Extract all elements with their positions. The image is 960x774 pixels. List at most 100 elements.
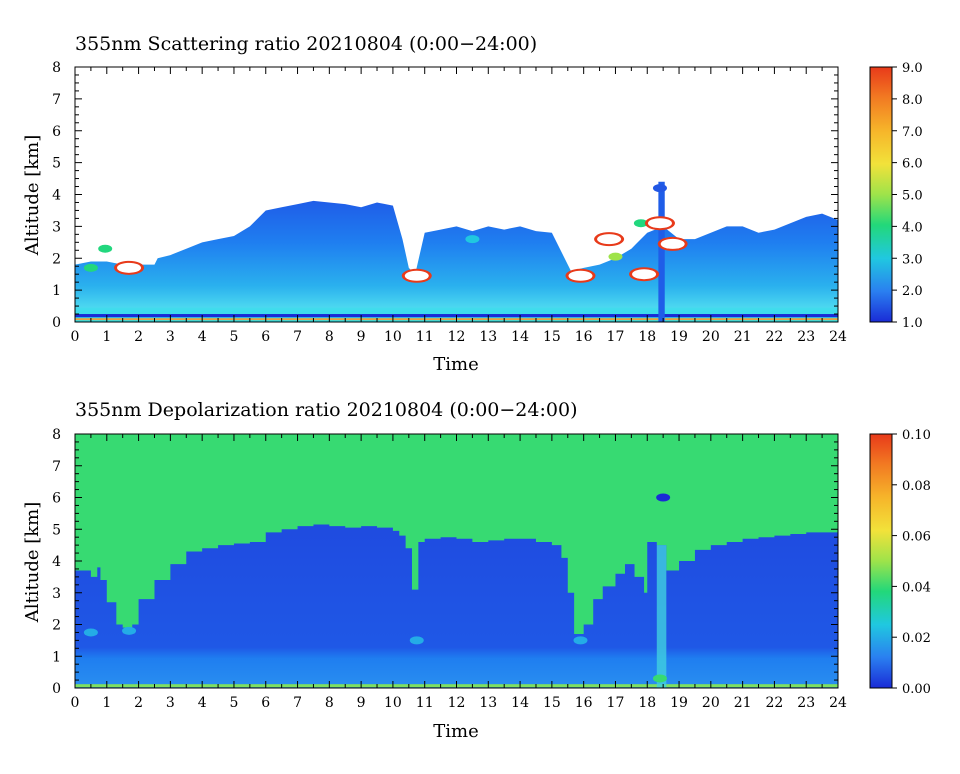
x-axis-ticks: 0 1 2 3 4 5 6 7 8 9 10 11 12 13 14 15 16 17 18 19 20 21 22 23 24	[71, 434, 847, 711]
y-axis-label: Altitude [km]	[22, 135, 43, 257]
x-tick-label: 10	[384, 329, 402, 345]
x-tick-label: 2	[134, 329, 143, 345]
x-tick-label: 12	[448, 695, 466, 711]
precipitation-streak	[658, 181, 665, 322]
y-tick-label: 4	[52, 554, 61, 570]
x-tick-label: 20	[702, 695, 720, 711]
colorbar-tick-label: 0.06	[902, 530, 931, 545]
y-tick-label: 0	[52, 315, 61, 331]
x-tick-label: 7	[293, 329, 302, 345]
colorbar-tick-label: 4.0	[902, 220, 923, 235]
y-tick-label: 7	[52, 92, 61, 108]
y-axis-label: Altitude [km]	[22, 502, 43, 624]
colorbar	[869, 66, 893, 323]
colorbar-ticks: 1.0 2.0 3.0 4.0 5.0 6.0 7.0 8.0 9.0	[892, 61, 923, 331]
x-tick-label: 0	[71, 695, 80, 711]
x-tick-label: 24	[829, 695, 847, 711]
x-tick-label: 0	[71, 329, 80, 345]
boundary-layer-band	[75, 307, 838, 315]
x-tick-label: 5	[229, 329, 238, 345]
y-tick-label: 2	[52, 251, 61, 267]
cloud-feature	[465, 235, 480, 244]
x-tick-label: 4	[198, 329, 207, 345]
x-tick-label: 4	[198, 695, 207, 711]
x-tick-label: 16	[575, 329, 593, 345]
x-tick-label: 13	[479, 695, 497, 711]
y-tick-label: 3	[52, 586, 61, 602]
colorbar-tick-label: 0.04	[902, 580, 931, 595]
chart-title: 355nm Depolarization ratio 20210804 (0:0…	[75, 399, 577, 421]
x-tick-label: 20	[702, 329, 720, 345]
x-tick-label: 11	[416, 695, 434, 711]
y-tick-label: 6	[52, 491, 61, 507]
x-tick-label: 3	[166, 695, 175, 711]
x-tick-label: 14	[511, 695, 529, 711]
y-tick-label: 6	[52, 124, 61, 140]
y-tick-label: 3	[52, 219, 61, 235]
cloud-feature	[573, 636, 588, 645]
colorbar-tick-label: 0.10	[902, 428, 931, 443]
scattering-ratio-plot	[75, 181, 838, 322]
colorbar-tick-label: 3.0	[902, 252, 923, 267]
cloud-feature	[83, 628, 98, 637]
chart-title: 355nm Scattering ratio 20210804 (0:00−24…	[75, 33, 537, 55]
cloud-feature-core	[647, 218, 672, 229]
colorbar-tick-label: 0.00	[902, 682, 931, 697]
depolarization-ratio-panel: 355nm Depolarization ratio 20210804 (0:0…	[22, 399, 931, 742]
x-tick-label: 6	[261, 695, 270, 711]
x-tick-label: 19	[670, 695, 688, 711]
y-tick-label: 5	[52, 156, 61, 172]
x-tick-label: 2	[134, 695, 143, 711]
x-axis-label: Time	[433, 721, 478, 742]
colorbar	[869, 433, 893, 689]
y-axis-ticks: 0 1 2 3 4 5 6 7 8	[52, 427, 838, 697]
x-tick-label: 15	[543, 695, 561, 711]
cloud-feature-core	[117, 262, 142, 273]
x-tick-label: 7	[293, 695, 302, 711]
x-tick-label: 17	[607, 695, 625, 711]
x-tick-label: 9	[357, 329, 366, 345]
y-tick-label: 1	[52, 649, 61, 665]
depolarization-ratio-plot	[75, 434, 838, 688]
x-tick-label: 10	[384, 695, 402, 711]
colorbar-tick-label: 7.0	[902, 125, 923, 140]
x-tick-label: 24	[829, 329, 847, 345]
x-tick-label: 21	[734, 695, 752, 711]
x-tick-label: 15	[543, 329, 561, 345]
cloud-feature	[652, 674, 667, 683]
x-tick-label: 18	[638, 329, 656, 345]
cloud-feature	[409, 636, 424, 645]
x-tick-label: 1	[102, 695, 111, 711]
x-tick-label: 1	[102, 329, 111, 345]
x-tick-label: 23	[797, 329, 815, 345]
cloud-feature-core	[568, 270, 593, 281]
colorbar-tick-label: 1.0	[902, 316, 923, 331]
y-axis-ticks: 0 1 2 3 4 5 6 7 8	[52, 60, 838, 331]
x-tick-label: 23	[797, 695, 815, 711]
colorbar-tick-label: 0.08	[902, 479, 931, 494]
x-tick-label: 17	[607, 329, 625, 345]
x-tick-label: 3	[166, 329, 175, 345]
y-tick-label: 8	[52, 60, 61, 76]
x-tick-label: 9	[357, 695, 366, 711]
x-tick-label: 22	[766, 695, 784, 711]
cloud-feature	[83, 263, 98, 272]
x-tick-label: 22	[766, 329, 784, 345]
cloud-feature-core	[660, 238, 685, 249]
y-tick-label: 0	[52, 681, 61, 697]
colorbar-tick-label: 2.0	[902, 284, 923, 299]
colorbar-tick-label: 6.0	[902, 157, 923, 172]
scattering-ratio-panel: 355nm Scattering ratio 20210804 (0:00−24…	[22, 33, 923, 375]
cloud-feature-core	[597, 234, 622, 245]
x-tick-label: 8	[325, 695, 334, 711]
x-tick-label: 5	[229, 695, 238, 711]
cloud-feature	[608, 252, 623, 261]
cloud-feature-core	[632, 269, 657, 280]
x-tick-label: 19	[670, 329, 688, 345]
cloud-feature	[656, 493, 671, 502]
colorbar-ticks: 0.00 0.02 0.04 0.06 0.08 0.10	[892, 428, 931, 697]
x-tick-label: 12	[448, 329, 466, 345]
y-tick-label: 5	[52, 522, 61, 538]
cloud-feature	[122, 626, 137, 635]
